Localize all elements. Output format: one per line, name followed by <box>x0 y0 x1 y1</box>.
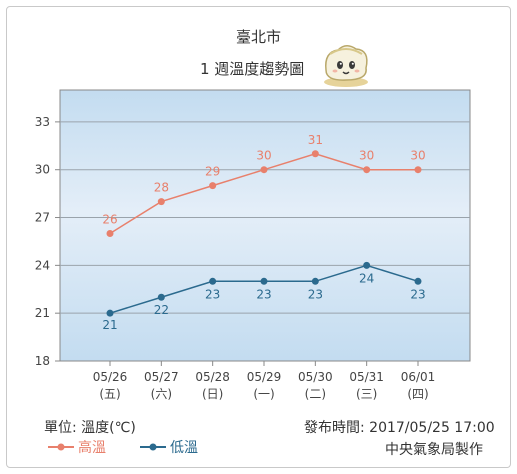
x-tick-label: 05/26 <box>93 370 128 384</box>
x-tick-label: 05/29 <box>247 370 282 384</box>
x-weekday-label: (日) <box>202 387 223 401</box>
data-point <box>209 277 217 285</box>
data-label: 23 <box>308 287 323 301</box>
data-point <box>157 198 165 206</box>
data-label: 23 <box>410 287 425 301</box>
x-tick-label: 05/27 <box>144 370 179 384</box>
chart-subtitle: 1 週溫度趨勢圖 <box>200 60 305 78</box>
data-label: 26 <box>102 212 117 226</box>
y-tick-label: 18 <box>35 354 50 368</box>
data-label: 23 <box>205 287 220 301</box>
plot-area <box>59 89 471 362</box>
y-tick-label: 24 <box>35 258 50 272</box>
data-label: 23 <box>256 287 271 301</box>
data-point <box>311 277 319 285</box>
data-label: 21 <box>102 318 117 332</box>
publish-time: 發布時間: 2017/05/25 17:00 <box>304 420 495 436</box>
x-weekday-label: (一) <box>253 387 274 401</box>
y-tick-label: 30 <box>35 163 50 177</box>
data-label: 22 <box>154 303 169 317</box>
x-tick-label: 05/28 <box>195 370 230 384</box>
data-label: 31 <box>308 133 323 147</box>
data-point <box>106 229 114 237</box>
data-point <box>363 166 371 174</box>
cloud-mascot-icon <box>324 45 368 87</box>
data-point <box>209 182 217 190</box>
legend-marker-low <box>140 443 166 451</box>
legend-item-low: 低溫 <box>140 437 198 457</box>
x-weekday-label: (三) <box>356 387 377 401</box>
credit-label: 中央氣象局製作 <box>385 442 483 458</box>
data-point <box>260 277 268 285</box>
x-tick-label: 06/01 <box>401 370 436 384</box>
unit-label: 單位: 溫度(℃) <box>44 420 136 436</box>
data-label: 30 <box>410 149 425 163</box>
y-tick-label: 21 <box>35 306 50 320</box>
data-point <box>414 166 422 174</box>
x-weekday-label: (五) <box>99 387 120 401</box>
x-tick-label: 05/31 <box>349 370 384 384</box>
data-label: 30 <box>256 149 271 163</box>
x-weekday-label: (四) <box>407 387 428 401</box>
x-weekday-label: (二) <box>305 387 326 401</box>
x-tick-label: 05/30 <box>298 370 333 384</box>
data-point <box>311 150 319 158</box>
data-point <box>363 261 371 269</box>
data-point <box>106 309 114 317</box>
data-point <box>414 277 422 285</box>
data-point <box>157 293 165 301</box>
data-label: 29 <box>205 165 220 179</box>
data-point <box>260 166 268 174</box>
legend-marker-high <box>48 443 74 451</box>
y-tick-label: 33 <box>35 115 50 129</box>
data-label: 28 <box>154 181 169 195</box>
data-label: 24 <box>359 271 374 285</box>
legend-label-high: 高溫 <box>78 440 106 456</box>
data-label: 30 <box>359 149 374 163</box>
chart-title: 臺北市 <box>235 28 281 46</box>
legend-label-low: 低溫 <box>170 440 198 456</box>
y-tick-label: 27 <box>35 211 50 225</box>
legend-item-high: 高溫 <box>48 437 106 457</box>
x-weekday-label: (六) <box>151 387 172 401</box>
